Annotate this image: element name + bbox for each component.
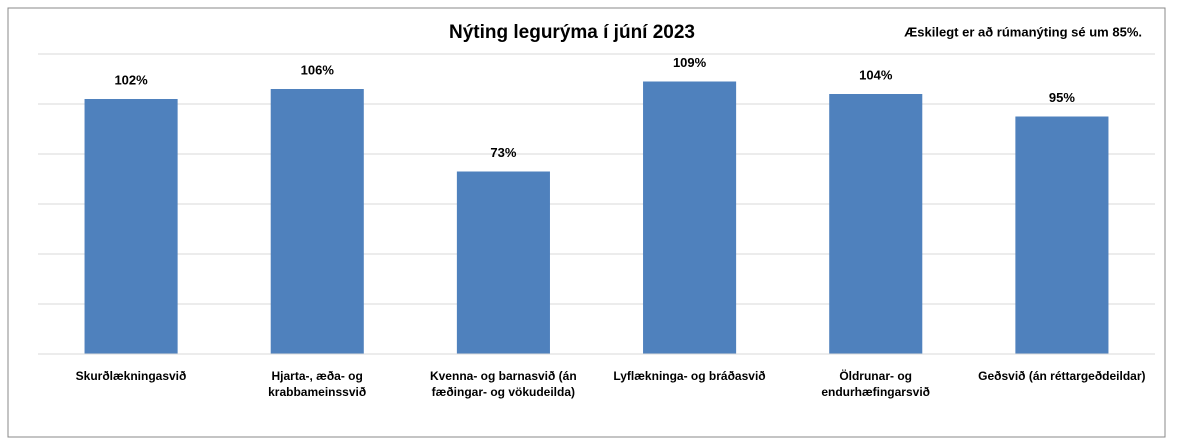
bar: [84, 99, 178, 354]
x-tick-label: Skurðlækningasvið: [75, 369, 187, 383]
bar: [456, 171, 550, 354]
value-label: 104%: [859, 67, 893, 82]
x-tick-label: Hjarta-, æða- og krabbameinssvið: [268, 369, 367, 399]
bar: [829, 94, 923, 354]
bar: [270, 89, 364, 354]
value-label: 109%: [673, 55, 707, 70]
x-tick-label: Geðsvið (án réttargeðdeildar): [978, 369, 1146, 383]
x-tick-label: Kvenna- og barnasvið (án fæðingar- og vö…: [429, 369, 577, 399]
bar: [1015, 116, 1109, 354]
value-label: 73%: [490, 145, 516, 160]
value-label: 106%: [301, 62, 335, 77]
x-tick-label: Lyflækninga- og bráðasvið: [613, 369, 766, 383]
chart-border: [7, 7, 1166, 438]
chart-title: Nýting legurýma í júní 2023: [449, 22, 695, 43]
x-tick-label: Öldrunar- og endurhæfingarsvið: [821, 369, 930, 399]
value-label: 102%: [114, 72, 148, 87]
bar: [643, 81, 737, 354]
annotation: Æskilegt er að rúmanýting sé um 85%.: [904, 24, 1142, 39]
value-label: 95%: [1049, 90, 1075, 105]
